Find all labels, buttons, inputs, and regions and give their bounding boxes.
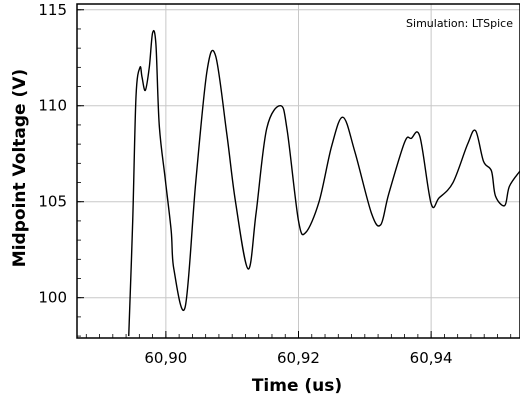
x-axis-title: Time (us) [252, 376, 342, 396]
tick-labels: 60,90 60,92 60,94 100 105 110 115 [38, 1, 452, 367]
grid [77, 4, 520, 338]
minor-ticks [77, 9, 512, 338]
series-line [128, 29, 520, 337]
y-tick-label: 100 [38, 289, 67, 307]
y-tick-label: 105 [38, 193, 67, 211]
plot-frame [76, 3, 520, 339]
simulation-annotation: Simulation: LTSpice [406, 17, 513, 30]
y-tick-label: 110 [38, 97, 67, 115]
x-tick-label: 60,90 [144, 349, 187, 367]
x-tick-label: 60,92 [277, 349, 320, 367]
y-axis-title: Midpoint Voltage (V) [10, 69, 30, 267]
y-tick-label: 115 [38, 1, 67, 19]
series-layer [128, 29, 520, 337]
x-tick-label: 60,94 [410, 349, 453, 367]
